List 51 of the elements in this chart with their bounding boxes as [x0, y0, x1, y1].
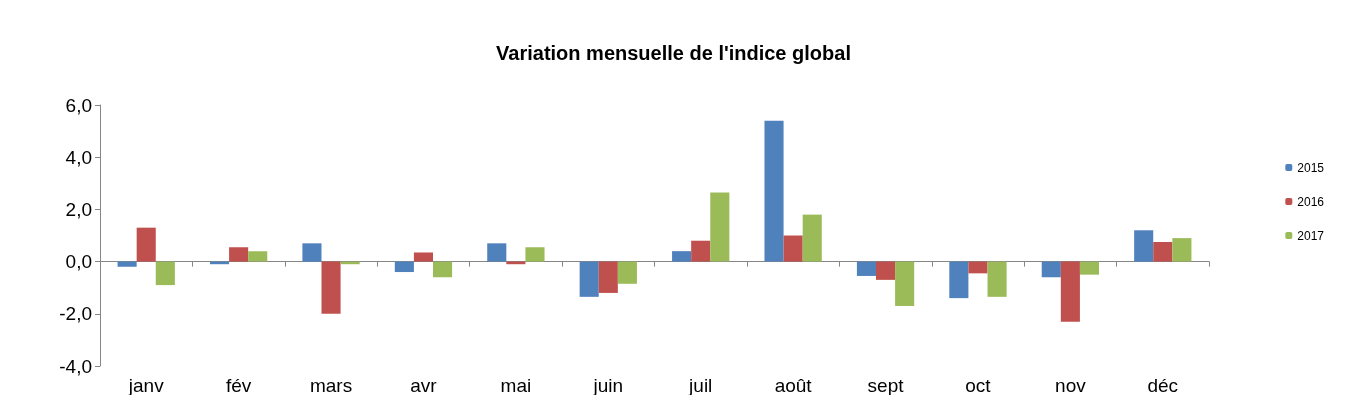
bar — [783, 235, 803, 262]
y-tick-label: 4,0 — [65, 146, 92, 168]
chart-title: Variation mensuelle de l'indice global — [496, 42, 851, 64]
bar — [1079, 261, 1100, 275]
x-tick-label: déc — [1147, 375, 1179, 396]
bar — [1060, 261, 1080, 322]
bar — [949, 261, 969, 299]
bar — [413, 252, 434, 262]
bar — [672, 251, 692, 262]
x-tick-label: avr — [410, 375, 438, 396]
bar — [895, 261, 915, 306]
y-tick-label: 6,0 — [65, 94, 92, 116]
bar — [598, 261, 618, 293]
bar — [321, 261, 341, 314]
x-tick-label: mai — [500, 375, 532, 396]
bar — [229, 247, 249, 262]
legend-label: 2016 — [1297, 194, 1325, 209]
bar — [487, 243, 507, 262]
bar — [433, 261, 453, 278]
x-tick-label: oct — [965, 375, 992, 396]
x-tick-label: mars — [309, 375, 353, 396]
x-tick-label: fév — [225, 375, 252, 396]
legend-label: 2015 — [1297, 160, 1325, 175]
bar — [525, 247, 545, 262]
bar — [1153, 242, 1173, 262]
bar — [302, 243, 322, 262]
bar — [968, 261, 988, 274]
bar — [248, 251, 268, 262]
bar — [1134, 230, 1154, 262]
bar — [764, 120, 784, 262]
bar — [691, 240, 711, 262]
x-tick-label: août — [774, 375, 813, 396]
y-tick-label: -2,0 — [59, 303, 92, 325]
legend-label: 2017 — [1297, 228, 1325, 243]
x-tick-label: nov — [1055, 375, 1087, 396]
bar — [1172, 238, 1192, 262]
bar — [987, 261, 1007, 297]
bar — [856, 261, 876, 276]
y-tick-label: 2,0 — [65, 198, 92, 220]
bar — [579, 261, 599, 297]
bar — [117, 261, 137, 267]
y-tick-label: 0,0 — [65, 251, 92, 273]
bar — [802, 214, 822, 262]
bar — [1041, 261, 1061, 278]
bar — [136, 227, 156, 262]
bar — [875, 261, 896, 280]
bar — [617, 261, 637, 284]
y-tick-label: -4,0 — [59, 355, 92, 377]
bar — [155, 261, 175, 286]
bar — [710, 192, 730, 262]
bar — [394, 261, 414, 273]
